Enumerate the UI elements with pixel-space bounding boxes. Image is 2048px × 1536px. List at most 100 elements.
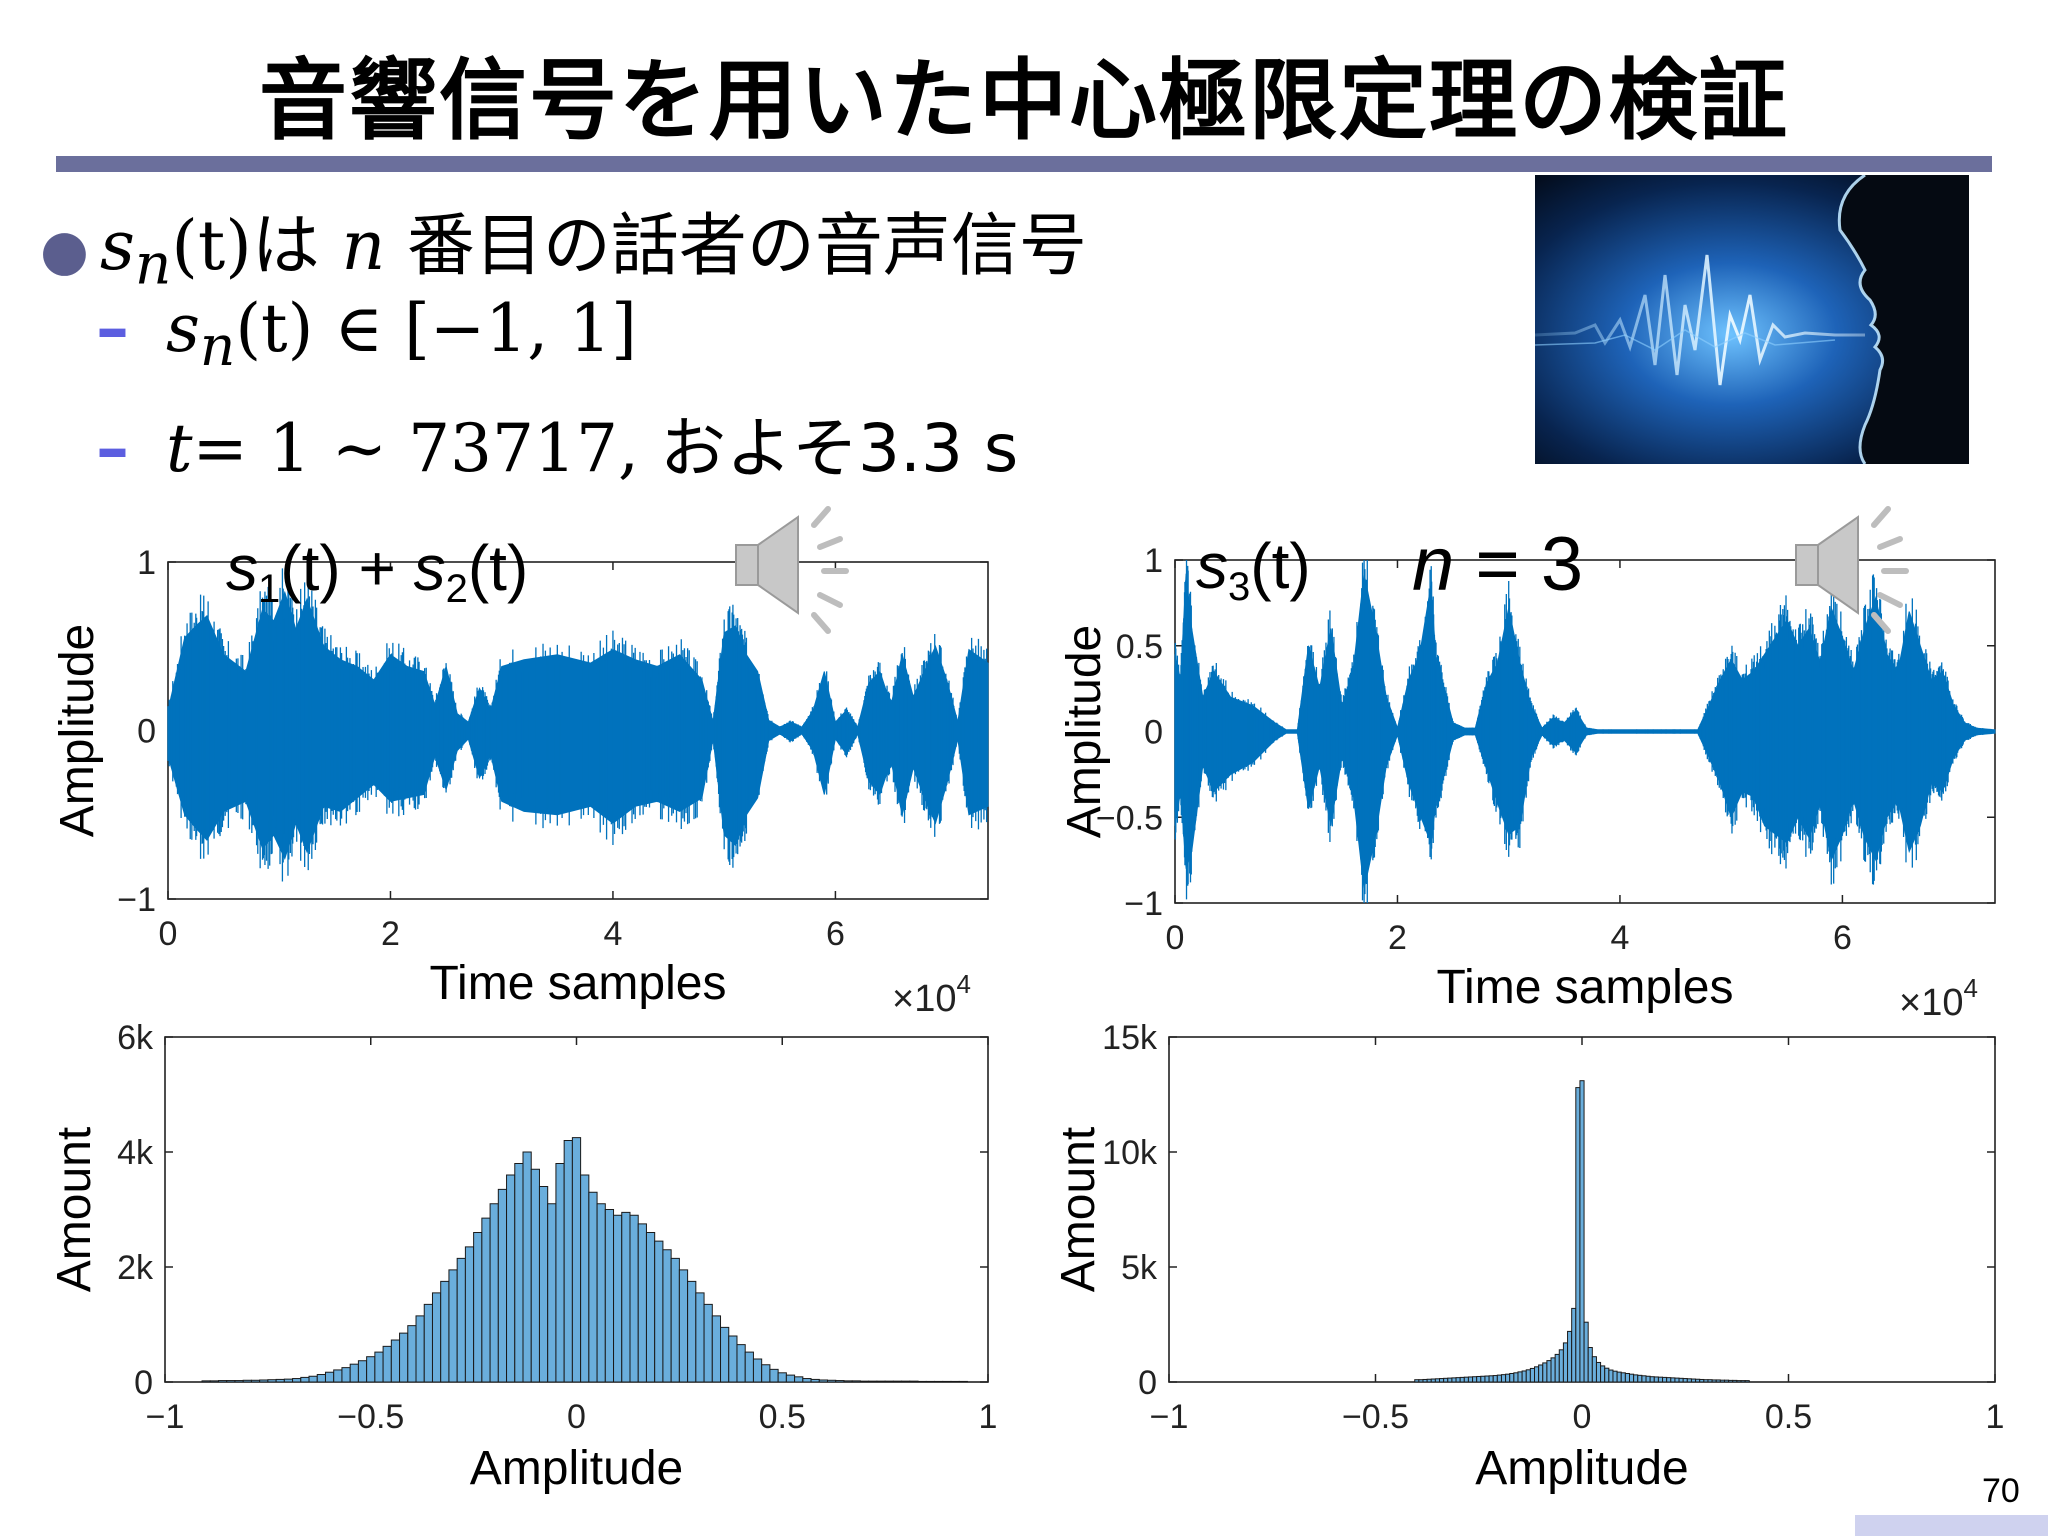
x-tick-label: −0.5 bbox=[337, 1398, 404, 1436]
histogram-bar bbox=[1707, 1379, 1713, 1383]
histogram-bar bbox=[497, 1188, 508, 1383]
histogram-bar bbox=[538, 1186, 549, 1383]
y-tick-label: −0.5 bbox=[1096, 799, 1163, 837]
histogram-bar bbox=[1463, 1376, 1469, 1383]
y-tick-label: 0 bbox=[1138, 1364, 1157, 1402]
histogram-bar bbox=[1476, 1375, 1482, 1383]
histogram-bar bbox=[366, 1356, 376, 1383]
histogram-bar bbox=[1674, 1377, 1680, 1383]
histogram-bar bbox=[1587, 1347, 1593, 1383]
overlay-sub1: 1 bbox=[258, 567, 280, 611]
histogram-chart-1: −1 −0.5 0 0.5 1 0 2k 4k 6k Amplitude Amount bbox=[48, 1019, 997, 1495]
histogram-bar bbox=[1480, 1375, 1486, 1383]
histogram-bar bbox=[456, 1257, 466, 1383]
bullet-math-n: n bbox=[341, 207, 386, 286]
histogram-bar bbox=[1711, 1379, 1717, 1383]
histogram-bar bbox=[777, 1372, 787, 1383]
speaker-wave bbox=[1877, 592, 1903, 608]
histogram-bar bbox=[687, 1280, 697, 1383]
sub2-text: およそ3.3 s bbox=[639, 410, 1019, 487]
histogram-bar bbox=[1728, 1379, 1734, 1383]
x-tick-label: 1 bbox=[1986, 1398, 2005, 1436]
histogram-bar bbox=[300, 1376, 310, 1383]
histogram-bar bbox=[1637, 1374, 1643, 1383]
histogram-bar bbox=[1488, 1375, 1494, 1383]
histogram-bar bbox=[1649, 1376, 1655, 1383]
histogram-bar bbox=[950, 1380, 960, 1383]
histogram-bar bbox=[259, 1379, 269, 1383]
histogram-bar bbox=[827, 1379, 837, 1383]
x-tick-label: 0 bbox=[567, 1398, 586, 1436]
histogram-bar bbox=[868, 1380, 878, 1383]
x-multiplier: ×104 bbox=[1899, 973, 1978, 1024]
sub-bullet-range: – sn(t) ∈ [−1, 1] bbox=[96, 290, 637, 378]
speaker-cone bbox=[1817, 515, 1859, 615]
overlay-label-1: s1(t) + s2(t) bbox=[226, 532, 528, 611]
speaker-wave bbox=[817, 592, 843, 608]
y-tick-label: 10k bbox=[1102, 1134, 1158, 1172]
x-tick-label: 2 bbox=[1388, 919, 1407, 957]
histogram-bar bbox=[547, 1203, 557, 1383]
histogram-bar bbox=[1571, 1307, 1577, 1383]
overlay-eq: = 3 bbox=[1454, 522, 1583, 607]
y-tick-label: 5k bbox=[1121, 1249, 1158, 1287]
histogram-bar bbox=[415, 1315, 425, 1383]
speaker-wave bbox=[1871, 612, 1891, 634]
histogram-bar bbox=[357, 1360, 368, 1383]
histogram-bar bbox=[1492, 1375, 1498, 1383]
histogram-bar bbox=[1703, 1379, 1709, 1383]
histogram-bar bbox=[1595, 1361, 1602, 1383]
histogram-bar bbox=[1496, 1374, 1502, 1383]
histogram-bar bbox=[1500, 1374, 1507, 1383]
histogram-bar bbox=[481, 1217, 491, 1383]
histogram-bar bbox=[201, 1380, 211, 1383]
speaker-wave bbox=[811, 612, 831, 634]
histogram-bar bbox=[1740, 1380, 1746, 1383]
histogram-bar bbox=[217, 1380, 228, 1383]
bullet-math-s: s bbox=[100, 207, 135, 286]
sub1-math-rest: (t) ∈ [−1, 1] bbox=[235, 290, 637, 367]
y-axis-label: Amount bbox=[48, 1127, 101, 1292]
histogram-bar bbox=[1430, 1378, 1436, 1383]
speaker-body bbox=[735, 544, 759, 586]
histogram-bar bbox=[1575, 1087, 1581, 1383]
histogram-bar bbox=[349, 1363, 359, 1383]
speaker-wave bbox=[817, 536, 843, 550]
speaker-wave bbox=[1871, 506, 1891, 528]
histogram-bar bbox=[851, 1380, 861, 1383]
overlay-n: n bbox=[1412, 522, 1454, 607]
y-tick-label: 1 bbox=[137, 544, 156, 582]
histogram-bar bbox=[1472, 1376, 1478, 1383]
histogram-bar bbox=[390, 1339, 401, 1383]
histogram-bar bbox=[645, 1232, 656, 1383]
histogram-bar bbox=[1719, 1379, 1725, 1383]
x-tick-label: −1 bbox=[146, 1398, 185, 1436]
histogram-bar bbox=[670, 1257, 680, 1383]
histogram-bar bbox=[407, 1325, 417, 1383]
histogram-bar bbox=[629, 1214, 639, 1383]
speaker-wave bbox=[811, 506, 831, 528]
histogram-bar bbox=[1678, 1377, 1684, 1383]
histogram-bar bbox=[292, 1378, 302, 1383]
x-tick-label: 0 bbox=[1573, 1398, 1592, 1436]
histogram-bar bbox=[209, 1380, 219, 1383]
histogram-bar bbox=[1422, 1378, 1428, 1383]
overlay-s3: s bbox=[1196, 530, 1228, 602]
histogram-bar bbox=[374, 1351, 384, 1383]
y-axis-label: Amount bbox=[1052, 1127, 1105, 1292]
histogram-bar bbox=[1517, 1371, 1523, 1383]
histogram-bar bbox=[654, 1240, 664, 1383]
x-tick-label: 4 bbox=[1610, 919, 1629, 957]
histogram-bar bbox=[1509, 1372, 1515, 1383]
slide-title: 音響信号を用いた中心極限定理の検証 bbox=[258, 49, 1789, 152]
histogram-bar bbox=[728, 1335, 738, 1383]
x-tick-label: 4 bbox=[603, 915, 622, 953]
x-tick-label: 2 bbox=[381, 915, 400, 953]
y-tick-label: 4k bbox=[117, 1134, 154, 1172]
histogram-bar bbox=[1550, 1357, 1556, 1383]
histogram-bar bbox=[1608, 1369, 1614, 1383]
histogram-bar bbox=[226, 1380, 236, 1383]
histogram-bar bbox=[802, 1378, 812, 1383]
histogram-bar bbox=[1542, 1362, 1548, 1383]
histogram-bar bbox=[794, 1376, 804, 1383]
